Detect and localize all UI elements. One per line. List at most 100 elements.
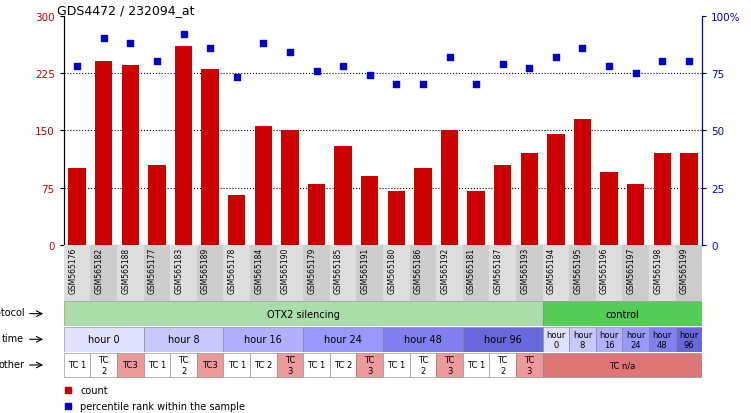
Text: hour 8: hour 8 — [167, 335, 199, 344]
Point — [629, 71, 641, 77]
Bar — [494, 165, 511, 245]
Text: GSM565193: GSM565193 — [520, 247, 529, 293]
Bar — [547, 135, 565, 245]
Bar — [649, 327, 676, 352]
Bar — [308, 184, 325, 245]
Bar — [463, 353, 490, 377]
Bar — [542, 327, 569, 352]
Bar — [228, 196, 246, 245]
Text: GSM565191: GSM565191 — [360, 247, 369, 293]
Text: GSM565189: GSM565189 — [201, 247, 210, 293]
Bar — [64, 353, 90, 377]
Text: GSM565178: GSM565178 — [228, 247, 237, 293]
Point — [125, 40, 137, 47]
Text: TC3: TC3 — [122, 361, 138, 370]
Text: TC
3: TC 3 — [445, 356, 454, 375]
Text: TC 1: TC 1 — [148, 361, 166, 370]
Text: GSM565197: GSM565197 — [626, 247, 635, 293]
Bar — [441, 131, 458, 245]
Text: GSM565195: GSM565195 — [574, 247, 583, 293]
Bar — [361, 177, 379, 245]
Text: TC
3: TC 3 — [285, 356, 295, 375]
Point — [310, 68, 322, 75]
Text: percentile rank within the sample: percentile rank within the sample — [80, 401, 246, 411]
Text: TC
2: TC 2 — [98, 356, 109, 375]
Bar — [569, 245, 596, 301]
Bar — [627, 184, 644, 245]
Text: TC 1: TC 1 — [307, 361, 326, 370]
Bar — [250, 353, 276, 377]
Bar — [409, 245, 436, 301]
Bar — [543, 245, 569, 301]
Text: GSM565180: GSM565180 — [388, 247, 397, 293]
Text: control: control — [605, 309, 639, 319]
Text: TC3: TC3 — [202, 361, 218, 370]
Text: count: count — [80, 385, 108, 395]
Bar — [64, 301, 542, 326]
Text: GSM565188: GSM565188 — [122, 247, 131, 293]
Bar — [388, 192, 405, 245]
Bar — [463, 245, 490, 301]
Bar — [330, 353, 357, 377]
Bar — [415, 169, 432, 245]
Bar — [117, 245, 143, 301]
Point — [603, 64, 615, 70]
Bar — [653, 154, 671, 245]
Bar — [282, 131, 299, 245]
Text: GSM565179: GSM565179 — [307, 247, 316, 293]
Bar — [596, 327, 623, 352]
Point — [337, 64, 349, 70]
Bar — [383, 353, 409, 377]
Text: hour 48: hour 48 — [404, 335, 442, 344]
Bar — [201, 70, 219, 245]
Text: OTX2 silencing: OTX2 silencing — [267, 309, 339, 319]
Bar — [122, 66, 139, 245]
Text: hour
96: hour 96 — [679, 330, 698, 349]
Point — [177, 31, 189, 38]
Point — [470, 82, 482, 88]
Bar — [676, 327, 702, 352]
Point — [417, 82, 429, 88]
Text: GSM565187: GSM565187 — [493, 247, 502, 293]
Bar — [436, 245, 463, 301]
Text: TC
2: TC 2 — [497, 356, 508, 375]
Point — [577, 45, 589, 52]
Bar — [623, 327, 649, 352]
Bar — [520, 154, 538, 245]
Bar — [64, 327, 143, 352]
Bar — [276, 353, 303, 377]
Text: GSM565196: GSM565196 — [600, 247, 609, 293]
Bar — [224, 327, 303, 352]
Bar — [596, 245, 623, 301]
Bar — [490, 245, 516, 301]
Text: hour 96: hour 96 — [484, 335, 522, 344]
Text: GSM565182: GSM565182 — [95, 247, 104, 293]
Point — [523, 66, 535, 72]
Text: GSM565184: GSM565184 — [255, 247, 264, 293]
Text: time: time — [2, 333, 24, 343]
Bar — [143, 327, 224, 352]
Bar — [175, 47, 192, 245]
Bar — [255, 127, 272, 245]
Text: TC
3: TC 3 — [364, 356, 375, 375]
Point — [151, 59, 163, 66]
Bar — [148, 165, 165, 245]
Point — [391, 82, 403, 88]
Text: TC n/a: TC n/a — [609, 361, 635, 370]
Bar — [250, 245, 276, 301]
Text: hour 24: hour 24 — [324, 335, 362, 344]
Text: hour
0: hour 0 — [546, 330, 566, 349]
Text: GSM565190: GSM565190 — [281, 247, 290, 293]
Bar — [334, 146, 351, 245]
Point — [496, 61, 508, 68]
Bar — [467, 192, 484, 245]
Text: TC 1: TC 1 — [68, 361, 86, 370]
Bar — [357, 245, 383, 301]
Point — [231, 75, 243, 82]
Bar — [224, 353, 250, 377]
Text: TC 2: TC 2 — [254, 361, 273, 370]
Bar — [197, 245, 224, 301]
Point — [363, 73, 376, 79]
Bar — [95, 62, 113, 245]
Bar — [170, 245, 197, 301]
